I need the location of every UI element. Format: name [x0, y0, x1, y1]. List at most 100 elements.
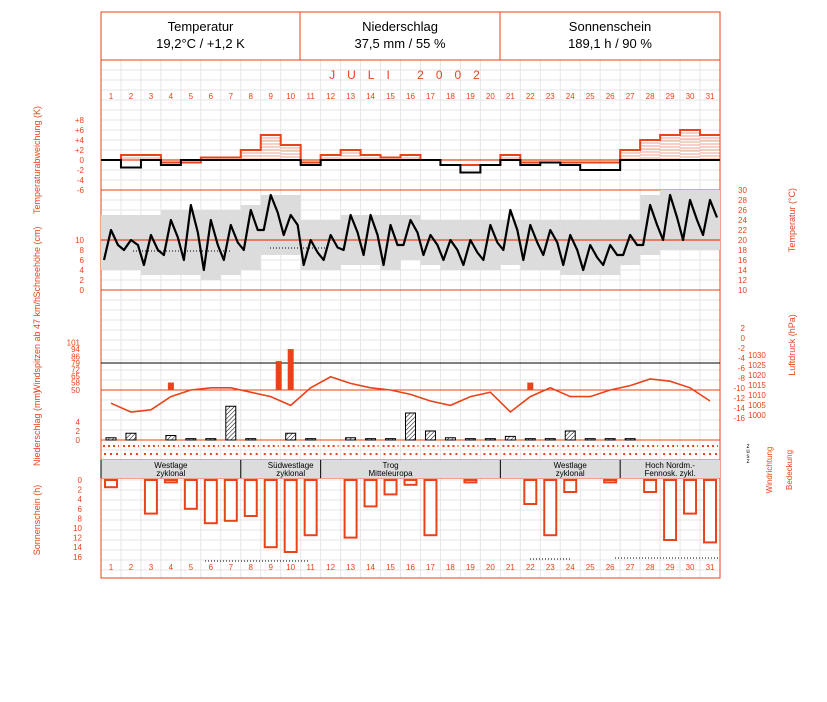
pressure-tick: 1010 [748, 391, 766, 400]
day-label-top: 12 [326, 92, 335, 101]
day-label-top: 14 [366, 92, 375, 101]
sunshine-tick: 14 [73, 543, 82, 552]
chart-frame [100, 11, 721, 579]
day-label-bottom: 7 [229, 563, 234, 572]
cloud-wind-mark: z [747, 459, 750, 465]
day-label-top: 18 [446, 92, 455, 101]
day-label-top: 5 [189, 92, 194, 101]
temperature-band [120, 215, 141, 270]
sunshine-bar [203, 479, 218, 525]
pressure-tick: 1015 [748, 381, 766, 390]
day-label-bottom: 3 [149, 563, 154, 572]
precipitation-bar [604, 438, 616, 441]
precipitation-bar [584, 438, 596, 441]
day-label-top: 6 [209, 92, 214, 101]
pressure-left-tick: -12 [733, 394, 745, 403]
precipitation-bar [185, 438, 197, 441]
day-label-top: 10 [286, 92, 295, 101]
day-label-bottom: 8 [249, 563, 254, 572]
sunshine-bar [143, 479, 158, 515]
pressure-left-tick: 0 [741, 334, 746, 343]
wind-tick: 101 [67, 339, 81, 348]
day-label-bottom: 20 [486, 563, 495, 572]
pressure-tick: 1025 [748, 361, 766, 370]
sunshine-bar [543, 479, 558, 537]
anomaly-tick: -4 [77, 176, 85, 185]
sunshine-bar [423, 479, 438, 537]
temperature-band [500, 220, 521, 265]
day-label-top: 20 [486, 92, 495, 101]
precipitation-bar [544, 438, 556, 441]
weather-type-band [101, 460, 720, 478]
weather-type-subname: Fennosk. zykl. [645, 469, 696, 478]
day-label-top: 30 [686, 92, 695, 101]
day-label-bottom: 11 [307, 563, 316, 572]
precipitation-bar [345, 437, 357, 441]
anomaly-tick: -2 [77, 166, 85, 175]
precipitation-bar [464, 438, 476, 441]
sunshine-bar [563, 479, 578, 493]
weather-type-subname: zyklonal [156, 469, 185, 478]
day-label-top: 28 [646, 92, 655, 101]
precipitation-tick: 2 [76, 427, 81, 436]
pressure-series [110, 375, 711, 414]
day-label-bottom: 26 [606, 563, 615, 572]
day-label-top: 27 [626, 92, 635, 101]
temperature-tick: 18 [738, 246, 747, 255]
weather-type-name: Trog [382, 461, 398, 470]
day-label-bottom: 24 [566, 563, 575, 572]
day-label-bottom: 9 [268, 563, 273, 572]
day-label-bottom: 5 [189, 563, 194, 572]
header-precipitation-label: Niederschlag [362, 19, 438, 34]
anomaly-tick: +8 [75, 116, 85, 125]
header-temperature-label: Temperatur [167, 19, 234, 34]
day-label-bottom: 2 [129, 563, 134, 572]
wind-peak-bar [287, 349, 294, 390]
pressure-left-tick: -16 [733, 414, 745, 423]
sunshine-bar [343, 479, 358, 539]
sunshine-tick: 10 [73, 524, 82, 533]
temperature-band [160, 210, 181, 275]
day-label-top: 13 [346, 92, 355, 101]
pressure-left-tick: -14 [733, 404, 745, 413]
anomaly-tick: +6 [75, 126, 85, 135]
day-label-bottom: 15 [386, 563, 395, 572]
wind-tick: 86 [71, 353, 80, 362]
header-precipitation: Niederschlag 37,5 mm / 55 % [300, 18, 500, 58]
sunshine-bar [403, 479, 418, 486]
temperature-band [180, 210, 201, 275]
wind-peak-bar [527, 382, 534, 390]
day-label-bottom: 27 [626, 563, 635, 572]
day-label-bottom: 16 [406, 563, 415, 572]
day-label-bottom: 29 [666, 563, 675, 572]
anomaly-axis-label: Temperaturabweichung (K) [32, 106, 42, 214]
precipitation-bar [245, 438, 257, 441]
chart-title: JULI 2002 [329, 68, 492, 82]
temperature-band [400, 215, 421, 260]
day-label-bottom: 1 [109, 563, 114, 572]
precipitation-tick: 0 [76, 436, 81, 445]
cloud-cover-label: Bedeckung [785, 450, 794, 490]
day-label-bottom: 28 [646, 563, 655, 572]
temperature-tick: 24 [738, 216, 747, 225]
sunshine-tick: 8 [78, 514, 83, 523]
sunshine-bar [683, 479, 698, 515]
temperature-band [520, 220, 541, 270]
wind-direction-label: Windrichtung [765, 447, 774, 494]
wind-peak-bar [167, 382, 174, 390]
temperature-tick: 22 [738, 226, 747, 235]
anomaly-tick: 0 [80, 156, 85, 165]
weather-type-name: Westlage [554, 461, 588, 470]
day-label-bottom: 31 [706, 563, 715, 572]
day-label-top: 4 [169, 92, 174, 101]
anomaly-positive-series [101, 129, 720, 166]
temperature-tick: 14 [738, 266, 747, 275]
precipitation-bar [444, 437, 456, 441]
pressure-left-tick: -4 [738, 354, 746, 363]
sunshine-bar [463, 479, 478, 484]
day-label-top: 25 [586, 92, 595, 101]
temperature-tick: 12 [738, 276, 747, 285]
anomaly-tick: +2 [75, 146, 85, 155]
temperature-series [102, 193, 719, 272]
day-label-top: 23 [546, 92, 555, 101]
